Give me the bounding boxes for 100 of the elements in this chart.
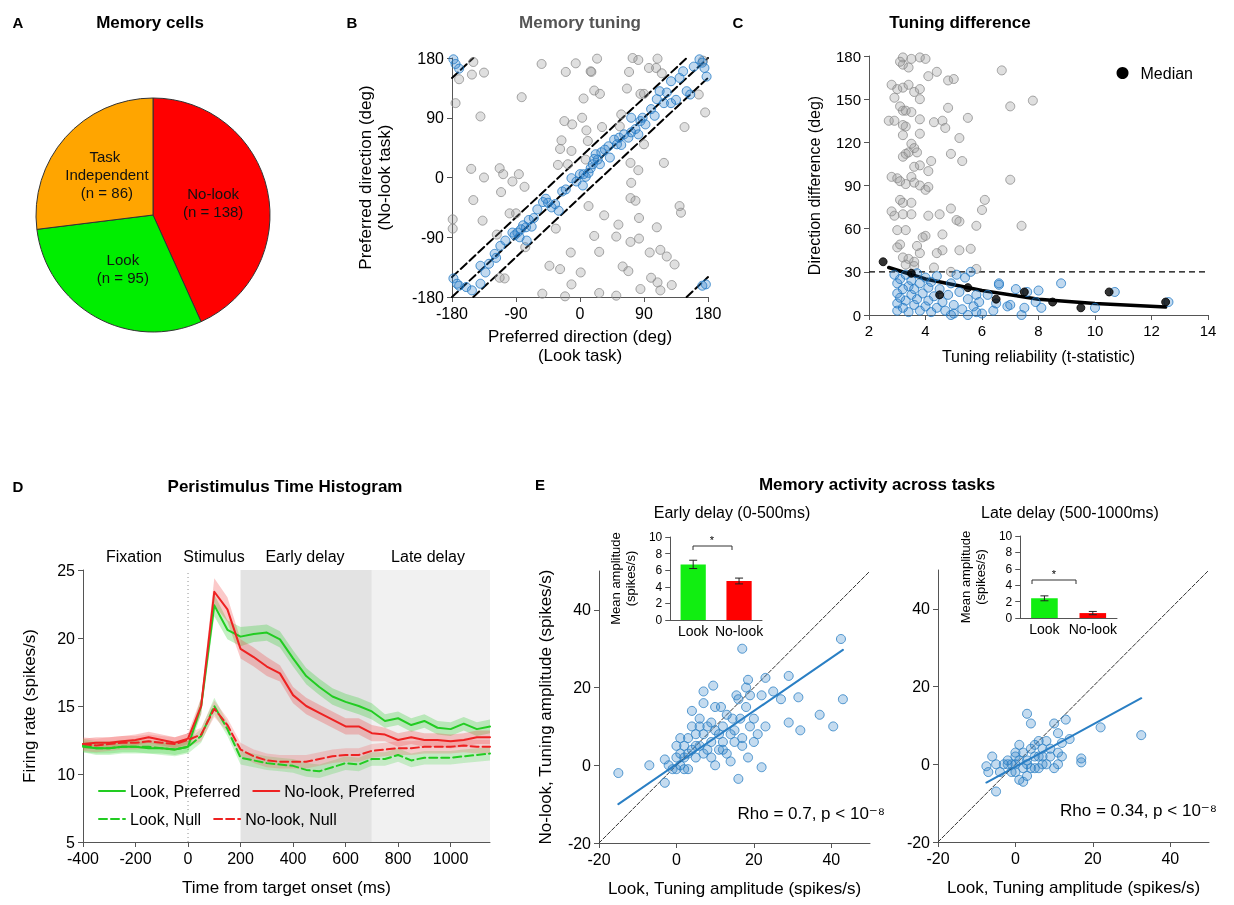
y-tick-label: 2 [655,596,663,611]
x-tick-label: 600 [332,849,360,867]
point [1045,743,1056,754]
y-tick-label: 0 [435,169,445,186]
y-tick-label: 8 [1005,545,1013,560]
x-tick-label: 14 [1199,322,1217,339]
point [1104,287,1114,297]
point [906,268,916,278]
chart-title: Memory cells [96,12,204,32]
point [1053,728,1064,739]
point [987,751,998,762]
y-tick-label: 150 [835,90,861,108]
x-tick-label: -20 [926,849,950,867]
annotation: * [1051,568,1057,580]
point [1060,714,1071,725]
x-tick-label: 200 [227,849,254,867]
point [1041,735,1052,746]
y-tick-label: -90 [420,228,445,246]
point [1049,718,1060,729]
point [1048,297,1058,307]
legend-label: Look, Preferred [130,782,241,800]
text: E [534,475,546,493]
data-label: (n = 86) [80,183,133,201]
point [878,257,888,267]
point [1056,737,1067,748]
chart-title: Peristimulus Time Histogram [167,476,403,496]
x-tick-label: -200 [119,849,152,867]
legend-label: Median [1140,64,1194,82]
chart-subtitle: Early delay (0-500ms) [653,503,811,521]
x-tick-label: 0 [183,849,193,867]
point [1056,751,1067,762]
y-tick-label: -20 [567,834,592,852]
y-tick-label: 10 [648,530,663,544]
x-tick-label: 180 [694,304,722,322]
point [1076,757,1087,768]
point [1022,770,1033,781]
chart-subtitle: Late delay (500-1000ms) [981,503,1159,521]
x-tick-label: 20 [744,850,763,868]
x-tick-label: -20 [587,850,611,868]
y-axis-title: No-look, Tuning amplitude (spikes/s) [536,569,555,845]
y-tick-label: 90 [426,109,445,127]
x-tick-label: 400 [279,849,307,867]
chart-title: Tuning difference [889,12,1031,32]
y-tick-label: 90 [844,177,861,194]
y-axis-title: Mean amplitude (spikes/s) [958,530,988,624]
text: Late delay [391,547,465,565]
y-axis-title: Preferred direction (deg) (No-look task) [356,85,394,270]
point [1033,763,1044,774]
y-tick-label: 20 [573,679,592,697]
y-tick-label: 4 [655,579,663,594]
chart-title: Memory activity across tasks [758,474,996,494]
point [935,290,945,300]
x-axis-title: Look, Tuning amplitude (spikes/s) [946,878,1201,897]
y-tick-label: 10 [57,765,76,783]
y-tick-label: 180 [417,49,445,67]
y-tick-label: 2 [1005,594,1013,609]
point [1025,718,1036,729]
x-axis-title: Time from target onset (ms) [181,878,392,897]
y-tick-label: 25 [57,561,76,579]
y-tick-label: 6 [655,563,663,578]
legend-label: Look, Null [130,810,202,828]
point [1002,755,1013,766]
text: Stimulus [183,547,245,565]
y-tick-label: 30 [844,263,861,281]
point [1014,739,1025,750]
x-tick-label: 12 [1143,322,1160,339]
text: Fixation [105,547,163,565]
x-tick-label: -90 [504,304,528,322]
x-tick-label: 800 [384,849,412,867]
y-tick-label: 15 [57,697,76,715]
x-tick-label: 40 [1161,849,1180,867]
text: C [732,13,744,31]
x-tick-label: No-look [1068,621,1118,637]
x-axis-title: Tuning reliability (t-statistic) [941,347,1136,365]
point [1010,759,1021,770]
x-tick-label: -400 [66,849,100,867]
annotation: Rho = 0.34, p < 10⁻⁸ [1060,800,1217,820]
point [1076,303,1086,313]
x-axis-title: Look, Tuning amplitude (spikes/s) [607,879,862,898]
legend-label: No-look, Null [245,810,337,828]
y-tick-label: 8 [655,546,663,561]
y-axis-title: Direction difference (deg) [805,95,823,276]
x-tick-label: 10 [1086,322,1104,339]
x-axis-title: Preferred direction (deg) (Look task) [487,327,673,365]
y-tick-label: 40 [573,601,592,619]
legend-label: No-look, Preferred [284,782,415,800]
x-tick-label: Look [678,623,710,639]
y-tick-label: 40 [912,600,931,618]
y-tick-label: 10 [998,529,1013,543]
y-tick-label: 5 [66,833,76,851]
y-tick-label: -180 [411,288,445,306]
y-axis-title: Mean amplitude (spikes/s) [608,532,638,625]
point [991,786,1002,797]
point [994,767,1005,778]
point [991,294,1001,304]
chart-title: Memory tuning [519,12,641,32]
slice-label: No-look [187,184,240,202]
data-label: (n = 138) [182,202,244,220]
x-tick-label: 6 [977,322,987,339]
annotation: Rho = 0.7, p < 10⁻⁸ [737,803,885,823]
